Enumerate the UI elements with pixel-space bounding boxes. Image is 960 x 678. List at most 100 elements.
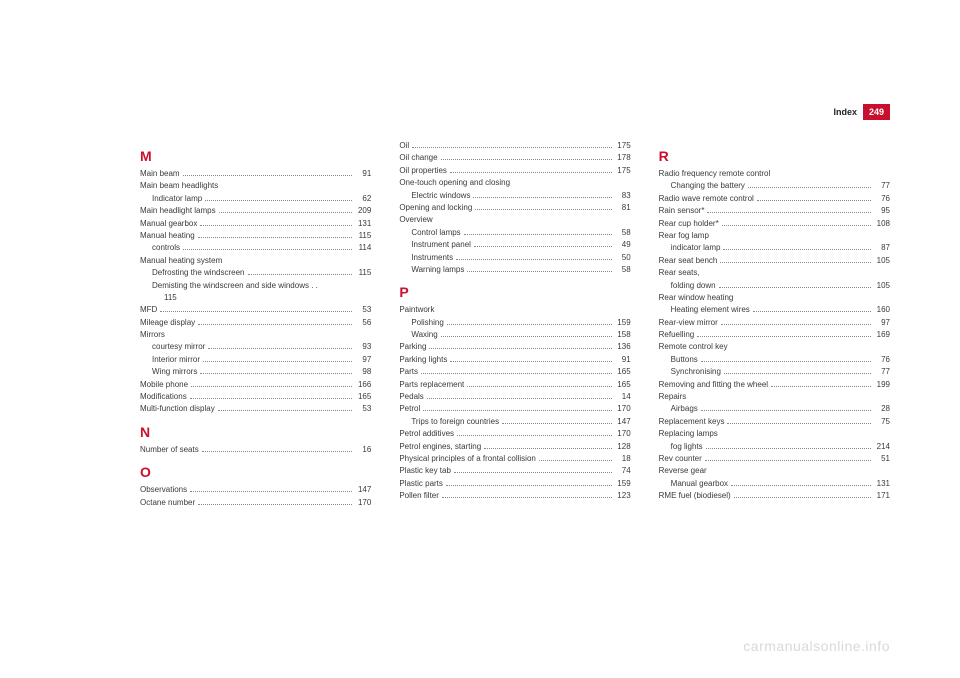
index-entry-page: 115 (355, 267, 371, 279)
index-entry: indicator lamp 87 (659, 242, 890, 254)
index-entry-label: Petrol engines, starting (399, 441, 481, 453)
index-entry-page: 199 (874, 379, 890, 391)
index-entry-label: Synchronising (671, 366, 721, 378)
index-entry-page: 123 (615, 490, 631, 502)
leader-dots (748, 187, 871, 188)
index-entry: Wing mirrors98 (140, 366, 371, 378)
index-entry-page: 114 (355, 242, 371, 254)
index-entry-label: folding down (671, 280, 716, 292)
index-heading-label: One-touch opening and closing (399, 177, 510, 189)
index-entry-page: 97 (355, 354, 371, 366)
index-entry-page: 170 (615, 403, 631, 415)
index-entry-label: Octane number (140, 497, 195, 509)
leader-dots (202, 451, 353, 452)
index-entry: Modifications 165 (140, 391, 371, 403)
leader-dots (450, 361, 611, 362)
leader-dots (474, 246, 612, 247)
index-heading: Mirrors (140, 329, 371, 341)
index-entry-label: Buttons (671, 354, 698, 366)
index-entry-page: 95 (874, 205, 890, 217)
index-entry: Buttons76 (659, 354, 890, 366)
index-entry-label: indicator lamp (671, 242, 721, 254)
index-entry-label: Plastic parts (399, 478, 443, 490)
index-entry-page: 166 (355, 379, 371, 391)
index-entry-label: Parking lights (399, 354, 447, 366)
leader-dots (734, 497, 871, 498)
leader-dots (450, 172, 612, 173)
index-entry-page: 178 (615, 152, 631, 164)
leader-dots (447, 324, 612, 325)
index-heading: Remote control key (659, 341, 890, 353)
index-heading-label: Main beam headlights (140, 180, 218, 192)
index-entry: Parking 136 (399, 341, 630, 353)
index-entry-page: 136 (615, 341, 631, 353)
index-entry: controls114 (140, 242, 371, 254)
index-entry: courtesy mirror93 (140, 341, 371, 353)
index-entry-label: Manual heating (140, 230, 195, 242)
index-entry-page: 53 (355, 304, 371, 316)
index-entry: Heating element wires160 (659, 304, 890, 316)
leader-dots (208, 348, 352, 349)
index-heading-label: Reverse gear (659, 465, 707, 477)
index-entry-label: Modifications (140, 391, 187, 403)
index-entry-page: 160 (874, 304, 890, 316)
index-entry: Petrol additives170 (399, 428, 630, 440)
page-number-badge: 249 (863, 104, 890, 120)
index-entry: Observations147 (140, 484, 371, 496)
index-entry: Octane number170 (140, 497, 371, 509)
index-entry-page: 18 (615, 453, 631, 465)
index-heading: One-touch opening and closing (399, 177, 630, 189)
leader-dots (464, 234, 612, 235)
leader-dots (456, 259, 612, 260)
index-entry-page: 87 (874, 242, 890, 254)
index-entry-label: Defrosting the windscreen (152, 267, 245, 279)
index-heading-label: Replacing lamps (659, 428, 718, 440)
index-entry-label: Removing and fitting the wheel (659, 379, 768, 391)
index-entry: Warning lamps58 (399, 264, 630, 276)
index-entry-label: Manual gearbox (671, 478, 728, 490)
index-entry-label: Pedals (399, 391, 423, 403)
index-heading: Radio frequency remote control (659, 168, 890, 180)
index-column-2: Oil175Oil change178Oil properties175One-… (399, 140, 630, 509)
leader-dots (191, 386, 352, 387)
leader-dots (727, 423, 871, 424)
index-entry-label: Parking (399, 341, 426, 353)
index-entry-label: Multi-function display (140, 403, 215, 415)
index-entry-label: Observations (140, 484, 187, 496)
index-heading: Paintwork (399, 304, 630, 316)
leader-dots (757, 200, 871, 201)
index-heading: Replacing lamps (659, 428, 890, 440)
index-entry-label: Petrol additives (399, 428, 454, 440)
leader-dots (707, 212, 871, 213)
index-entry-page: 147 (615, 416, 631, 428)
index-entry-page: 16 (355, 444, 371, 456)
index-entry-page: 209 (355, 205, 371, 217)
index-entry-label: Radio wave remote control (659, 193, 754, 205)
leader-dots (719, 287, 871, 288)
index-entry: MFD53 (140, 304, 371, 316)
index-entry: Oil175 (399, 140, 630, 152)
index-entry-page: 169 (874, 329, 890, 341)
header-label: Index (833, 107, 857, 117)
index-entry-page: 108 (874, 218, 890, 230)
index-entry-page: 81 (615, 202, 631, 214)
leader-dots (421, 373, 612, 374)
index-entry: Rain sensor*95 (659, 205, 890, 217)
index-entry-label: Replacement keys (659, 416, 725, 428)
index-entry-page: 165 (615, 379, 631, 391)
index-heading: Repairs (659, 391, 890, 403)
index-entry-label: fog lights (671, 441, 703, 453)
index-entry-page: 50 (615, 252, 631, 264)
leader-dots (190, 398, 353, 399)
index-entry-page: 105 (874, 280, 890, 292)
leader-dots (427, 398, 612, 399)
leader-dots (203, 361, 352, 362)
index-entry-label: Pollen filter (399, 490, 439, 502)
index-entry-page: 131 (874, 478, 890, 490)
leader-dots (473, 197, 611, 198)
section-letter: R (659, 148, 890, 164)
index-entry-label: Rear-view mirror (659, 317, 718, 329)
index-entry-page: 165 (355, 391, 371, 403)
index-entry: Electric windows83 (399, 190, 630, 202)
index-entry-page: 159 (615, 478, 631, 490)
